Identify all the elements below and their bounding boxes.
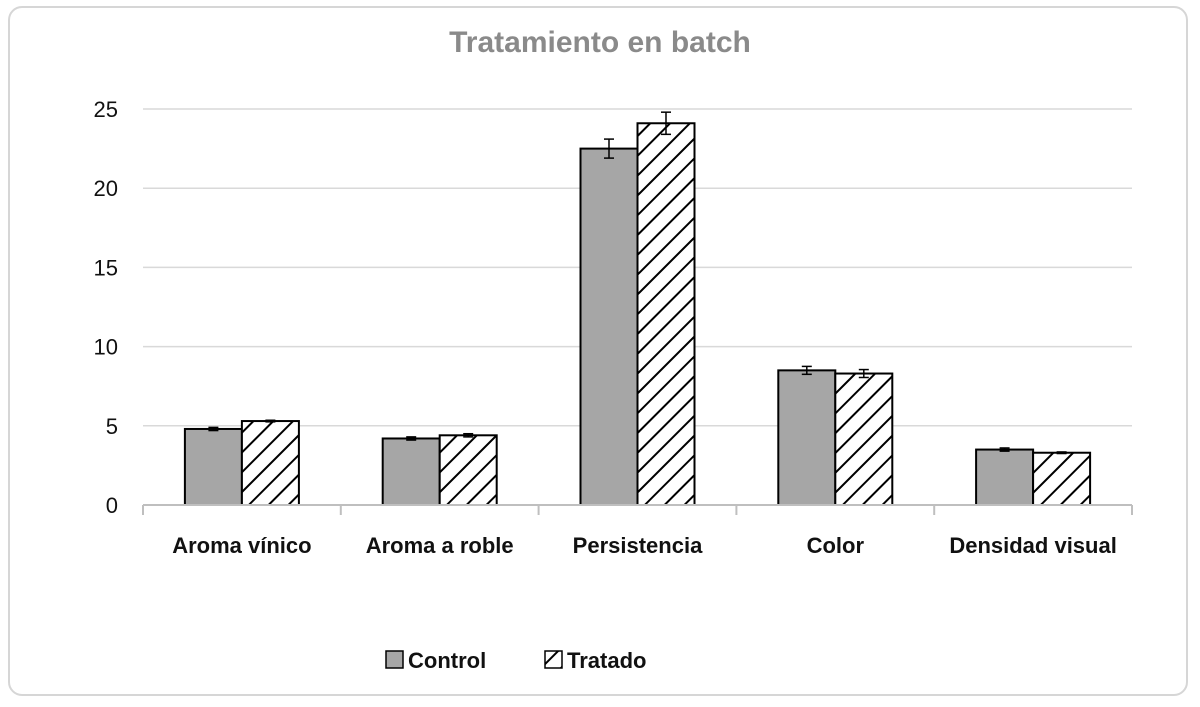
bar-tratado-0	[240, 420, 300, 507]
y-tick-label: 10	[94, 335, 118, 360]
x-category-label: Aroma vínico	[172, 533, 311, 558]
bar-tratado-1	[438, 434, 498, 506]
bar-control-2	[579, 147, 639, 506]
y-tick-label: 15	[94, 255, 118, 280]
x-category-label: Persistencia	[573, 533, 703, 558]
chart-title: Tratamiento en batch	[449, 26, 751, 59]
bar-control-4	[975, 448, 1035, 506]
y-tick-label: 0	[106, 493, 118, 518]
bar-control-0	[183, 427, 243, 506]
x-category-label: Color	[807, 533, 865, 558]
bar-control-3	[777, 369, 837, 506]
x-category-label: Densidad visual	[949, 533, 1117, 558]
x-category-label: Aroma a roble	[366, 533, 514, 558]
bar-tratado-4	[1032, 451, 1092, 506]
legend-label-control: Control	[408, 648, 486, 673]
bar-control-1	[381, 437, 441, 506]
bar-tratado-2	[636, 122, 696, 506]
legend-swatch-control	[385, 650, 404, 669]
y-tick-label: 5	[106, 414, 118, 439]
y-tick-label: 25	[94, 97, 118, 122]
legend-label-tratado: Tratado	[567, 648, 646, 673]
y-tick-label: 20	[94, 176, 118, 201]
legend-swatch-tratado	[544, 650, 563, 669]
bar-tratado-3	[834, 372, 894, 507]
